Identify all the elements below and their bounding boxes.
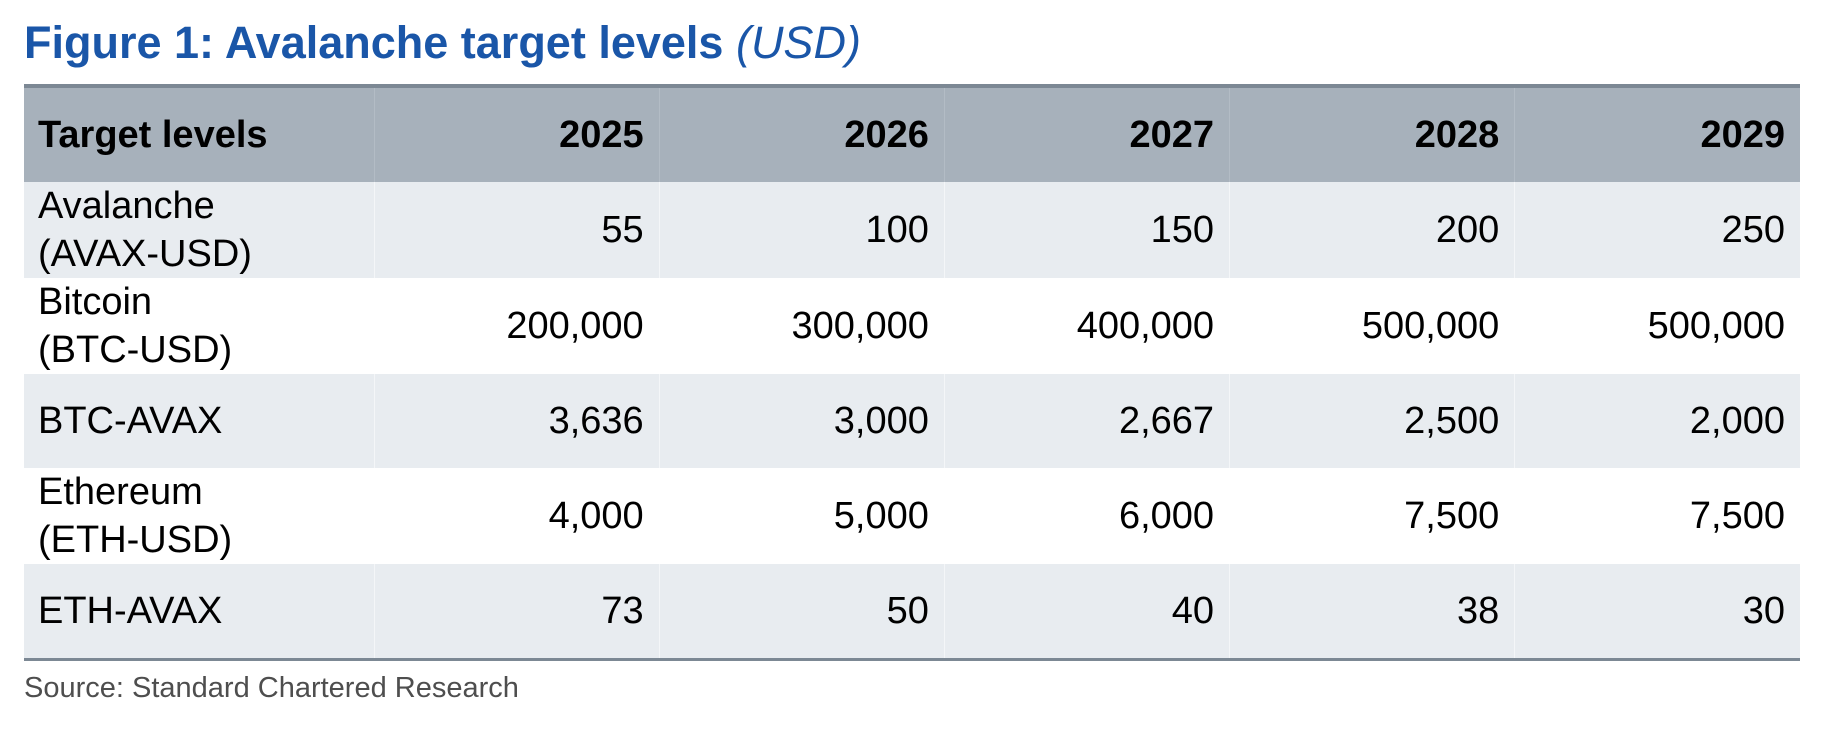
- value-cell: 5,000: [658, 468, 945, 564]
- row-label: Bitcoin (BTC-USD): [24, 278, 374, 374]
- row-label: Ethereum (ETH-USD): [24, 468, 374, 564]
- row-label-line2: (ETH-USD): [38, 519, 233, 561]
- header-cell-2026: 2026: [659, 88, 945, 182]
- data-table: Target levels 2025 2026 2027 2028 2029 A…: [24, 88, 1800, 658]
- source-note: Source: Standard Chartered Research: [24, 672, 519, 704]
- table-row: Avalanche (AVAX-USD) 55 100 150 200 250: [24, 182, 1800, 278]
- row-label-line2: (AVAX-USD): [38, 233, 252, 275]
- value-cell: 55: [373, 182, 660, 278]
- table-row: Ethereum (ETH-USD) 4,000 5,000 6,000 7,50…: [24, 468, 1800, 564]
- value-cell: 7,500: [1514, 468, 1800, 564]
- value-cell: 2,000: [1514, 374, 1800, 468]
- value-cell: 3,636: [373, 374, 660, 468]
- value-cell: 100: [658, 182, 945, 278]
- value-cell: 500,000: [1514, 278, 1800, 374]
- table-top-rule: [24, 84, 1800, 88]
- value-cell: 400,000: [943, 278, 1230, 374]
- header-cell-label: Target levels: [24, 88, 375, 182]
- row-label-line1: Avalanche: [38, 185, 215, 227]
- table-row: Bitcoin (BTC-USD) 200,000 300,000 400,000…: [24, 278, 1800, 374]
- value-cell: 300,000: [658, 278, 945, 374]
- value-cell: 2,667: [943, 374, 1230, 468]
- value-cell: 200,000: [373, 278, 660, 374]
- row-label-line2: (BTC-USD): [38, 329, 233, 371]
- row-label-line1: Bitcoin: [38, 281, 153, 323]
- row-label: ETH-AVAX: [24, 564, 374, 658]
- value-cell: 2,500: [1229, 374, 1515, 468]
- value-cell: 50: [658, 564, 945, 658]
- value-cell: 200: [1229, 182, 1515, 278]
- header-cell-2027: 2027: [944, 88, 1231, 182]
- value-cell: 38: [1229, 564, 1515, 658]
- header-cell-2028: 2028: [1229, 88, 1516, 182]
- value-cell: 150: [943, 182, 1230, 278]
- header-row: Target levels 2025 2026 2027 2028 2029: [24, 88, 1800, 182]
- target-levels-table: Target levels 2025 2026 2027 2028 2029 A…: [24, 84, 1800, 661]
- value-cell: 6,000: [943, 468, 1230, 564]
- header-cell-2029: 2029: [1514, 88, 1800, 182]
- table-row: BTC-AVAX 3,636 3,000 2,667 2,500 2,000: [24, 374, 1800, 468]
- figure-title: Figure 1: Avalanche target levels (USD): [24, 12, 861, 74]
- value-cell: 250: [1514, 182, 1800, 278]
- value-cell: 3,000: [658, 374, 945, 468]
- table-bottom-rule: [24, 658, 1800, 661]
- header-cell-2025: 2025: [374, 88, 660, 182]
- row-label-line1: BTC-AVAX: [38, 400, 223, 442]
- row-label: BTC-AVAX: [24, 374, 374, 468]
- value-cell: 30: [1514, 564, 1800, 658]
- row-label-line1: Ethereum: [38, 471, 203, 513]
- row-label: Avalanche (AVAX-USD): [24, 182, 374, 278]
- figure-title-text: Figure 1: Avalanche target levels: [24, 17, 724, 68]
- value-cell: 40: [943, 564, 1230, 658]
- row-label-line1: ETH-AVAX: [38, 590, 223, 632]
- value-cell: 500,000: [1229, 278, 1515, 374]
- table-row: ETH-AVAX 73 50 40 38 30: [24, 564, 1800, 658]
- value-cell: 4,000: [373, 468, 660, 564]
- value-cell: 73: [373, 564, 660, 658]
- value-cell: 7,500: [1229, 468, 1515, 564]
- figure-title-unit: (USD): [735, 17, 861, 68]
